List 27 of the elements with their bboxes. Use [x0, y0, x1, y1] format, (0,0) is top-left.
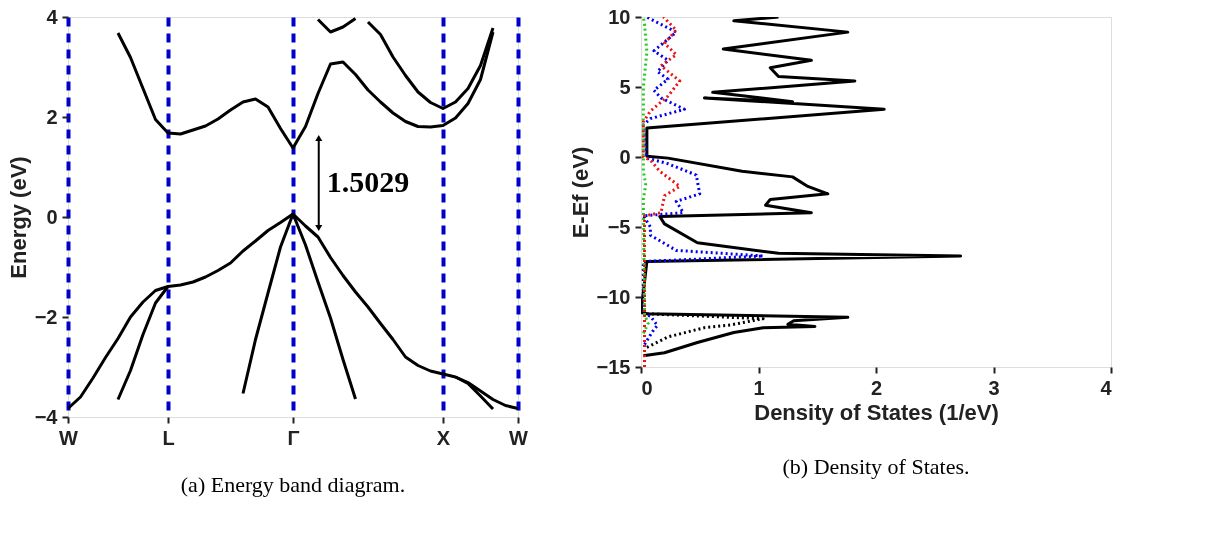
x-tick-label: 1 — [753, 376, 765, 399]
annotation: 1.5029 — [326, 165, 410, 198]
y-tick-label: −5 — [607, 215, 631, 238]
y-tick-label: −10 — [596, 285, 631, 308]
y-tick-label: 0 — [619, 145, 631, 168]
y-axis-title: E-Ef (eV) — [567, 146, 593, 239]
y-tick-label: 2 — [46, 105, 58, 128]
x-tick-label: L — [162, 426, 175, 449]
y-tick-label: 10 — [608, 5, 631, 28]
y-tick-label: −4 — [34, 405, 59, 428]
x-tick-label: 2 — [870, 376, 883, 399]
x-tick-label: X — [436, 426, 451, 449]
text: (a) Energy band diagram. — [180, 472, 406, 497]
x-tick-label: W — [59, 426, 79, 449]
x-tick-label: 3 — [988, 376, 1000, 399]
x-axis-title: Density of States (1/eV) — [754, 399, 999, 425]
y-tick-label: −2 — [34, 305, 58, 328]
x-tick-label: 0 — [641, 376, 653, 399]
text: (b) Density of States. — [782, 454, 970, 479]
y-tick-label: 0 — [46, 205, 58, 228]
x-tick-label: 4 — [1100, 376, 1113, 399]
y-tick-label: 4 — [46, 5, 59, 28]
y-axis-title: Energy (eV) — [5, 156, 31, 279]
x-tick-label: Γ — [287, 426, 300, 449]
y-tick-label: 5 — [619, 75, 631, 98]
x-tick-label: W — [509, 426, 529, 449]
y-tick-label: −15 — [596, 355, 631, 378]
